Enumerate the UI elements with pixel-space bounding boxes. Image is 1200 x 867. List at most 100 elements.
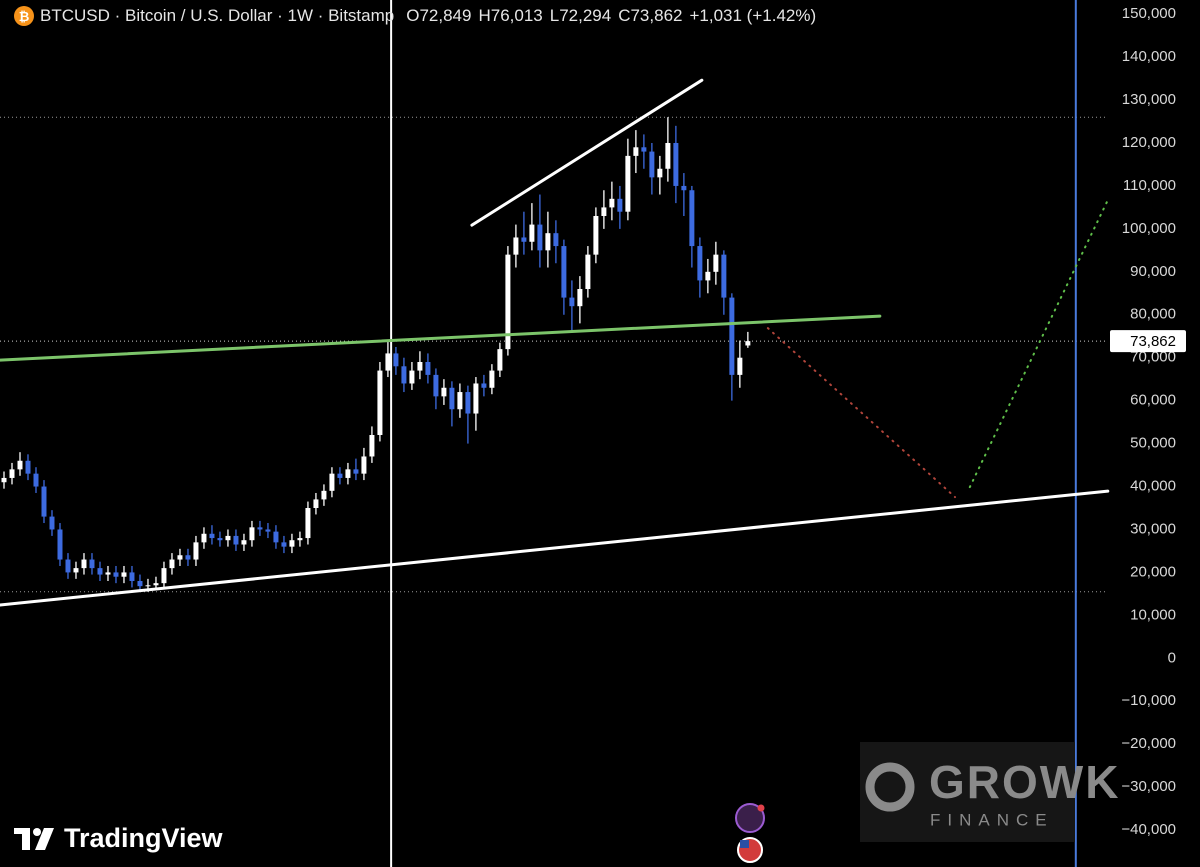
candle-body: [49, 516, 55, 530]
tv-logo-text: TradingView: [64, 823, 224, 853]
candle-body: [497, 349, 503, 371]
candle-body: [289, 540, 295, 547]
candle-body: [353, 469, 359, 474]
trend-line: [470, 78, 704, 227]
candle-body: [425, 362, 431, 375]
notification-dot: [757, 804, 765, 812]
axis-layer: −40,000 −30,000 −20,000 −10,000 0 10,000 20,00…: [1110, 5, 1186, 838]
y-tick-label: 110,000: [1123, 177, 1176, 194]
flash-icon[interactable]: [735, 803, 765, 833]
last-price-label: 73,862: [1130, 333, 1176, 350]
candle-body: [457, 392, 463, 410]
candle-body: [409, 370, 415, 384]
trend-line: [0, 489, 1110, 607]
candle-body: [153, 583, 159, 586]
y-tick-label: 20,000: [1130, 563, 1176, 580]
ohlc-close: C73,862: [618, 6, 683, 25]
candle-body: [489, 370, 495, 388]
y-tick-label: 0: [1168, 649, 1176, 666]
flag-canton: [740, 840, 749, 848]
candle-body: [673, 142, 679, 186]
symbol-header: ₿ BTCUSD · Bitcoin / U.S. Dollar · 1W · …: [14, 6, 816, 26]
candle-body: [689, 190, 695, 247]
candle-body: [625, 155, 631, 212]
candle-body: [729, 297, 735, 375]
candle-body: [345, 469, 351, 478]
candle-body: [665, 142, 671, 169]
y-tick-label: 150,000: [1122, 5, 1176, 22]
candle-body: [217, 538, 223, 541]
watermark-title: GROWK: [929, 756, 1120, 808]
y-tick-label: −40,000: [1121, 821, 1176, 838]
candle-body: [161, 568, 167, 584]
candle-body: [97, 568, 103, 575]
drawing-layer: [0, 0, 1110, 867]
candle-body: [745, 341, 751, 346]
candle-body: [705, 271, 711, 281]
candle-body: [641, 147, 647, 152]
symbol-title[interactable]: BTCUSD · Bitcoin / U.S. Dollar · 1W · Bi…: [40, 6, 395, 25]
candle-body: [361, 456, 367, 474]
y-tick-label: 130,000: [1122, 91, 1176, 108]
candle-body: [129, 572, 135, 582]
candle-body: [305, 508, 311, 539]
candle-body: [721, 254, 727, 298]
y-tick-label: 70,000: [1130, 349, 1176, 366]
candle-body: [185, 555, 191, 560]
candle-body: [177, 555, 183, 560]
candle-body: [609, 198, 615, 208]
candle-body: [209, 533, 215, 539]
candle-body: [393, 353, 399, 367]
candle-body: [545, 233, 551, 251]
candle-body: [473, 383, 479, 414]
watermark-icon: [865, 762, 915, 812]
candle-body: [401, 366, 407, 384]
candle-body: [505, 254, 511, 350]
candle-body: [25, 460, 31, 474]
candle-body: [65, 559, 71, 573]
candle-body: [561, 246, 567, 298]
candle-body: [537, 224, 543, 251]
y-tick-label: 100,000: [1122, 220, 1176, 237]
y-tick-label: 30,000: [1130, 520, 1176, 537]
candle-body: [737, 357, 743, 375]
coin-icon: ₿: [14, 6, 34, 26]
trend-line: [766, 327, 957, 499]
watermark-subtitle: FINANCE: [930, 810, 1054, 829]
candle-body: [201, 533, 207, 543]
y-tick-label: 120,000: [1122, 134, 1176, 151]
y-tick-label: 140,000: [1122, 48, 1176, 65]
candle-body: [57, 529, 63, 560]
candle-body: [521, 237, 527, 242]
trend-line: [0, 314, 882, 362]
candle-body: [121, 572, 127, 577]
candle-body: [601, 207, 607, 216]
candle-body: [377, 370, 383, 436]
candle-body: [33, 473, 39, 487]
candle-body: [89, 559, 95, 569]
candle-body: [529, 224, 535, 242]
y-tick-label: 50,000: [1130, 435, 1176, 452]
candle-body: [193, 542, 199, 560]
candle-body: [145, 585, 151, 587]
candle-body: [17, 460, 23, 470]
candle-body: [73, 568, 79, 573]
candle-body: [273, 531, 279, 543]
candle-body: [433, 374, 439, 397]
y-tick-label: 40,000: [1130, 478, 1176, 495]
candle-body: [113, 572, 119, 577]
candle-body: [233, 535, 239, 545]
candle-body: [137, 581, 143, 587]
y-tick-label: 80,000: [1130, 306, 1176, 323]
overlay-layer: [0, 116, 1108, 593]
last-price-box: [1110, 330, 1186, 353]
y-tick-label: −20,000: [1121, 735, 1176, 752]
candle-body: [657, 168, 663, 178]
y-tick-label: −10,000: [1121, 692, 1176, 709]
candle-body: [633, 147, 639, 156]
candle-body: [617, 198, 623, 212]
ohlc-change: +1,031 (+1.42%): [689, 6, 817, 25]
candle-body: [41, 486, 47, 517]
candle-body: [593, 215, 599, 255]
